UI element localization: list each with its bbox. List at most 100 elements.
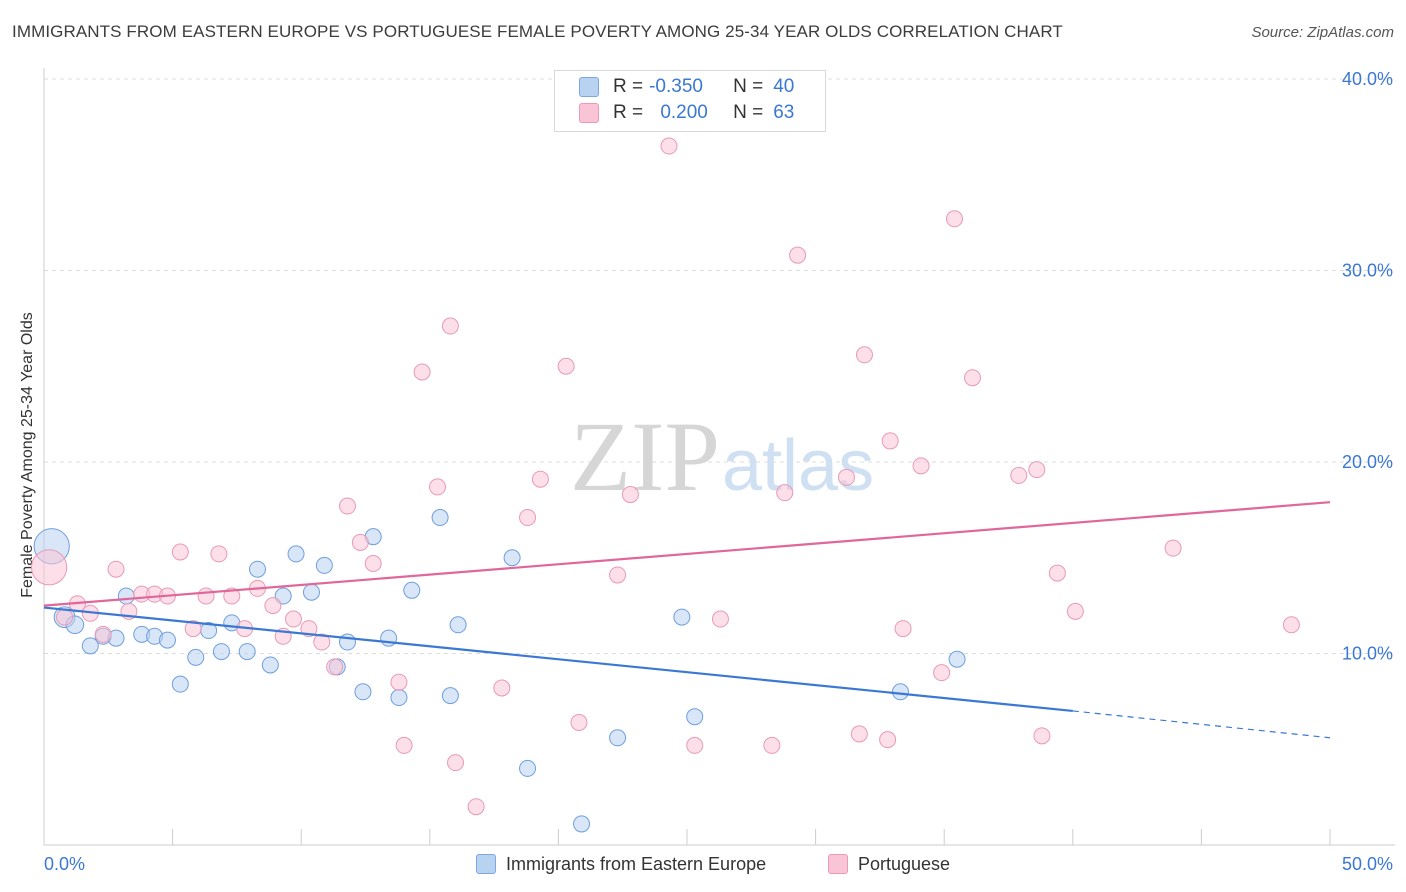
point-portuguese bbox=[94, 625, 112, 643]
point-eastern-europe bbox=[287, 545, 305, 563]
point-portuguese bbox=[570, 713, 588, 731]
point-eastern-europe bbox=[519, 759, 537, 777]
legend-item-portuguese[interactable]: Portuguese bbox=[828, 852, 950, 876]
point-eastern-europe bbox=[212, 643, 230, 661]
point-portuguese bbox=[264, 597, 282, 615]
data-points bbox=[31, 137, 1300, 833]
point-eastern-europe bbox=[573, 815, 591, 833]
r-value: -0.350 bbox=[649, 76, 703, 97]
point-eastern-europe bbox=[171, 675, 189, 693]
legend-label: Portuguese bbox=[858, 853, 951, 874]
point-portuguese bbox=[441, 317, 459, 335]
point-portuguese bbox=[531, 470, 549, 488]
point-portuguese bbox=[855, 346, 873, 364]
correlation-legend: R = -0.350 N = 40 R = 0.200 N = 63 bbox=[554, 70, 826, 132]
point-eastern-europe bbox=[261, 656, 279, 674]
point-portuguese bbox=[850, 725, 868, 743]
point-portuguese bbox=[1282, 616, 1300, 634]
point-portuguese bbox=[284, 610, 302, 628]
point-portuguese bbox=[313, 633, 331, 651]
point-portuguese bbox=[467, 798, 485, 816]
point-portuguese bbox=[223, 587, 241, 605]
point-portuguese bbox=[1048, 564, 1066, 582]
legend-item-eastern-europe[interactable]: Immigrants from Eastern Europe bbox=[476, 852, 766, 876]
n-label: N = bbox=[733, 76, 764, 97]
legend-label: Immigrants from Eastern Europe bbox=[506, 853, 767, 874]
y-tick-label: 20.0% bbox=[1342, 452, 1393, 472]
trend-line-eastern-europe bbox=[43, 606, 1073, 713]
point-eastern-europe bbox=[81, 637, 99, 655]
watermark-atlas: atlas bbox=[722, 426, 874, 506]
point-eastern-europe bbox=[315, 556, 333, 574]
point-portuguese bbox=[789, 246, 807, 264]
gridlines bbox=[44, 78, 1395, 654]
blue-swatch bbox=[579, 77, 599, 97]
trend-extension-eastern-europe bbox=[1072, 710, 1331, 739]
point-eastern-europe bbox=[609, 729, 627, 747]
point-portuguese bbox=[686, 736, 704, 754]
point-portuguese bbox=[1033, 727, 1051, 745]
point-eastern-europe bbox=[403, 581, 421, 599]
point-eastern-europe bbox=[503, 549, 521, 567]
point-portuguese bbox=[300, 620, 318, 638]
legend-row-pink: R = 0.200 N = 63 bbox=[579, 101, 794, 125]
point-portuguese bbox=[338, 497, 356, 515]
n-value: 40 bbox=[773, 76, 795, 97]
blue-swatch bbox=[476, 854, 496, 874]
point-portuguese bbox=[912, 457, 930, 475]
watermark-zip: ZIP bbox=[570, 401, 720, 512]
point-eastern-europe bbox=[187, 648, 205, 666]
r-label: R = bbox=[613, 76, 644, 97]
trend-lines bbox=[43, 501, 1331, 739]
point-eastern-europe bbox=[354, 683, 372, 701]
source-label: Source: ZipAtlas.com bbox=[1251, 24, 1394, 41]
point-portuguese bbox=[493, 679, 511, 697]
point-portuguese bbox=[326, 658, 344, 676]
point-eastern-europe bbox=[449, 616, 467, 634]
point-eastern-europe bbox=[390, 689, 408, 707]
point-portuguese bbox=[56, 608, 74, 626]
point-portuguese bbox=[933, 664, 951, 682]
n-value: 63 bbox=[773, 102, 795, 123]
point-portuguese bbox=[711, 610, 729, 628]
point-eastern-europe bbox=[238, 643, 256, 661]
point-portuguese bbox=[894, 620, 912, 638]
r-label: R = bbox=[613, 102, 644, 123]
y-tick-label: 30.0% bbox=[1342, 261, 1393, 281]
point-portuguese bbox=[621, 486, 639, 504]
point-portuguese bbox=[429, 478, 447, 496]
point-portuguese bbox=[519, 509, 537, 527]
axes bbox=[43, 68, 1395, 846]
point-eastern-europe bbox=[948, 650, 966, 668]
point-portuguese bbox=[660, 137, 678, 155]
point-portuguese bbox=[390, 673, 408, 691]
point-eastern-europe bbox=[248, 560, 266, 578]
point-eastern-europe bbox=[431, 509, 449, 527]
point-eastern-europe bbox=[441, 687, 459, 705]
point-portuguese bbox=[171, 543, 189, 561]
tick-labels: 10.0% 20.0% 30.0% 40.0% 0.0% 50.0% bbox=[44, 69, 1393, 874]
point-eastern-europe bbox=[117, 587, 135, 605]
y-tick-label: 10.0% bbox=[1342, 644, 1393, 664]
point-eastern-europe bbox=[673, 608, 691, 626]
point-portuguese bbox=[1010, 466, 1028, 484]
point-portuguese bbox=[395, 736, 413, 754]
point-eastern-europe bbox=[158, 631, 176, 649]
point-portuguese bbox=[837, 468, 855, 486]
point-portuguese bbox=[351, 533, 369, 551]
trend-line-portuguese bbox=[43, 501, 1331, 607]
pink-swatch bbox=[579, 103, 599, 123]
point-portuguese bbox=[609, 566, 627, 584]
point-portuguese bbox=[881, 432, 899, 450]
point-portuguese bbox=[107, 560, 125, 578]
point-portuguese bbox=[364, 554, 382, 572]
point-portuguese bbox=[963, 369, 981, 387]
point-portuguese bbox=[879, 731, 897, 749]
chart-title: IMMIGRANTS FROM EASTERN EUROPE VS PORTUG… bbox=[12, 22, 1063, 41]
pink-swatch bbox=[828, 854, 848, 874]
legend-row-blue: R = -0.350 N = 40 bbox=[579, 75, 794, 99]
point-portuguese bbox=[1164, 539, 1182, 557]
point-portuguese bbox=[447, 754, 465, 772]
point-portuguese bbox=[31, 549, 68, 586]
